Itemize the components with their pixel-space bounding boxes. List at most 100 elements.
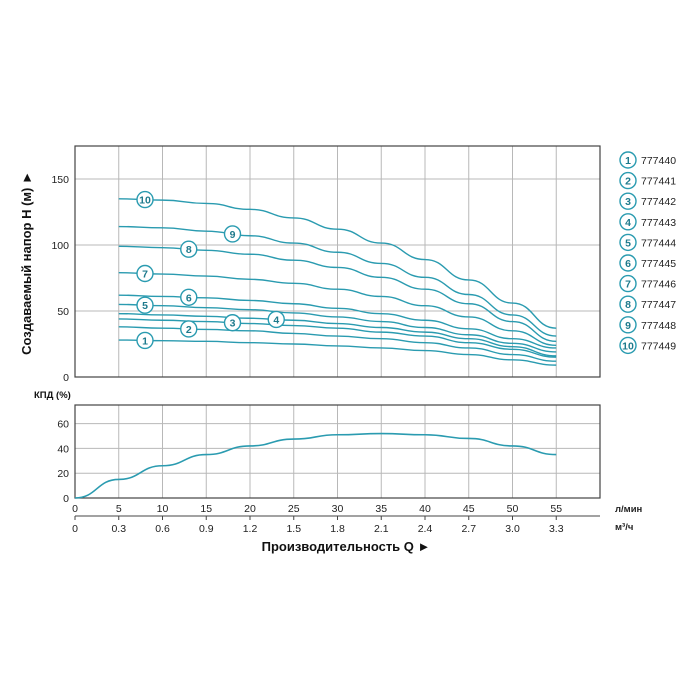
legend-circle [619, 274, 637, 293]
legend-circle [619, 151, 637, 169]
curve-marker-circle [180, 240, 198, 258]
x-tick-label-lmin: 35 [375, 503, 387, 515]
head-curve-1 [118, 339, 557, 366]
legend-number: 2 [625, 176, 631, 188]
x-tick-label-lmin: 45 [463, 503, 475, 515]
curve-marker-circle [136, 190, 154, 209]
curve-marker-label: 8 [186, 244, 192, 256]
x-tick-label-m3h: 2.1 [374, 523, 389, 535]
x-tick-label-lmin: 25 [288, 503, 300, 515]
curve-marker-circle [267, 310, 285, 329]
legend-number: 4 [625, 217, 631, 229]
x-tick-label-lmin: 30 [332, 503, 344, 515]
x-tick-label-m3h: 1.8 [330, 523, 345, 535]
legend-code: 777444 [641, 237, 676, 249]
curve-marker-circle [180, 288, 198, 306]
efficiency-curve-line [74, 432, 557, 499]
curve-marker-label: 6 [186, 292, 192, 304]
head-y-tick-label: 0 [63, 372, 69, 384]
head-axis-title: Создаваемый напор H (м) ► [19, 171, 34, 355]
curve-marker-label: 7 [142, 269, 148, 281]
efficiency-y-tick-label: 40 [57, 443, 69, 455]
x-tick-label-lmin: 20 [244, 503, 256, 515]
legend-circle [619, 316, 637, 334]
efficiency-y-tick-label: 0 [63, 493, 69, 505]
efficiency-y-tick-label: 20 [57, 468, 69, 480]
curve-marker-label: 2 [186, 324, 192, 336]
legend-number: 5 [625, 237, 631, 249]
head-plot-border [74, 145, 601, 378]
legend-number: 10 [622, 340, 634, 352]
x-tick-label-lmin: 10 [157, 503, 169, 515]
curve-marker-label: 4 [273, 314, 279, 326]
x-tick-label-m3h: 0.6 [155, 523, 170, 535]
legend-circle [619, 336, 637, 355]
x-tick-label-lmin: 15 [200, 503, 212, 515]
x-tick-label-lmin: 50 [507, 503, 519, 515]
curve-marker-label: 9 [230, 229, 236, 241]
x-tick-label-m3h: 2.4 [418, 523, 433, 535]
legend-code: 777442 [641, 196, 676, 208]
legend-code: 777447 [641, 299, 676, 311]
head-curve-9 [118, 225, 557, 337]
legend-code: 777441 [641, 176, 676, 188]
x-tick-label-m3h: 0.9 [199, 523, 214, 535]
x-tick-label-lmin: 0 [72, 503, 78, 515]
legend-circle [619, 254, 637, 272]
head-curve-5 [118, 303, 557, 353]
curve-marker-circle [136, 296, 154, 314]
x-tick-label-m3h: 0.3 [111, 523, 126, 535]
curve-marker-label: 10 [139, 195, 151, 207]
head-chart-frame: 0 50 100 150 [51, 145, 601, 384]
legend-number: 8 [625, 299, 631, 311]
legend-number: 7 [625, 279, 631, 291]
x-tick-label-m3h: 1.2 [243, 523, 258, 535]
x-unit-secondary: м³/ч [615, 522, 633, 533]
head-curve-4 [118, 312, 557, 357]
head-y-tick-label: 100 [51, 240, 69, 252]
head-curve-7 [118, 272, 557, 347]
x-axis: 0 5 10 15 20 25 30 35 40 45 50 55 0 0.3 0.6 0.9 1.2 1.5 1.… [72, 503, 600, 535]
efficiency-axis-title: КПД (%) [34, 390, 71, 401]
legend-circle [619, 213, 637, 231]
legend-circle [619, 192, 637, 210]
legend-number: 9 [625, 320, 631, 332]
legend-number: 6 [625, 258, 631, 270]
x-tick-label-m3h: 2.7 [461, 523, 476, 535]
x-tick-label-lmin: 40 [419, 503, 431, 515]
legend-code: 777446 [641, 279, 676, 291]
curve-marker-label: 5 [142, 300, 148, 312]
legend-circle [619, 171, 637, 190]
efficiency-y-tick-label: 60 [57, 419, 69, 431]
head-curve-10 [118, 198, 557, 329]
curve-markers: 1 2 3 4 5 6 7 8 9 10 [136, 190, 285, 350]
legend-code: 777440 [641, 155, 676, 167]
curve-marker-circle [223, 314, 242, 332]
legend-code: 777449 [641, 340, 676, 352]
curve-marker-circle [136, 264, 154, 283]
legend-circle [619, 295, 637, 313]
legend-circle [619, 233, 637, 252]
x-axis-title: Производительность Q ► [262, 539, 431, 554]
curve-marker-circle [180, 320, 198, 338]
legend-number: 3 [625, 196, 631, 208]
efficiency-chart-frame: 0 20 40 60 [57, 404, 601, 505]
curve-marker-label: 1 [142, 335, 148, 347]
x-tick-label-m3h: 3.0 [505, 523, 520, 535]
curve-marker-circle [136, 331, 154, 350]
head-y-tick-label: 150 [51, 174, 69, 186]
head-y-tick-label: 50 [57, 306, 69, 318]
efficiency-curve [74, 432, 557, 499]
x-tick-label-lmin: 55 [550, 503, 562, 515]
legend-code: 777448 [641, 320, 676, 332]
x-tick-label-m3h: 1.5 [286, 523, 301, 535]
curve-marker-circle [223, 225, 242, 243]
curve-marker-label: 3 [230, 318, 236, 330]
legend-number: 1 [625, 155, 631, 167]
legend-code: 777443 [641, 217, 676, 229]
legend-code: 777445 [641, 258, 676, 270]
legend: 1 777440 2 777441 3 777442 4 777443 5 777444 6 7774… [619, 151, 676, 355]
x-tick-label-m3h: 3.3 [549, 523, 564, 535]
x-unit-primary: л/мин [615, 504, 643, 515]
